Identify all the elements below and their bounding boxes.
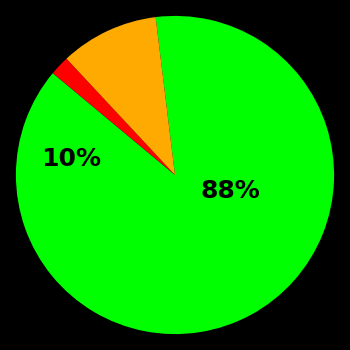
Wedge shape: [53, 59, 175, 175]
Wedge shape: [66, 17, 175, 175]
Wedge shape: [16, 16, 334, 334]
Text: 88%: 88%: [201, 179, 260, 203]
Text: 10%: 10%: [42, 147, 102, 171]
